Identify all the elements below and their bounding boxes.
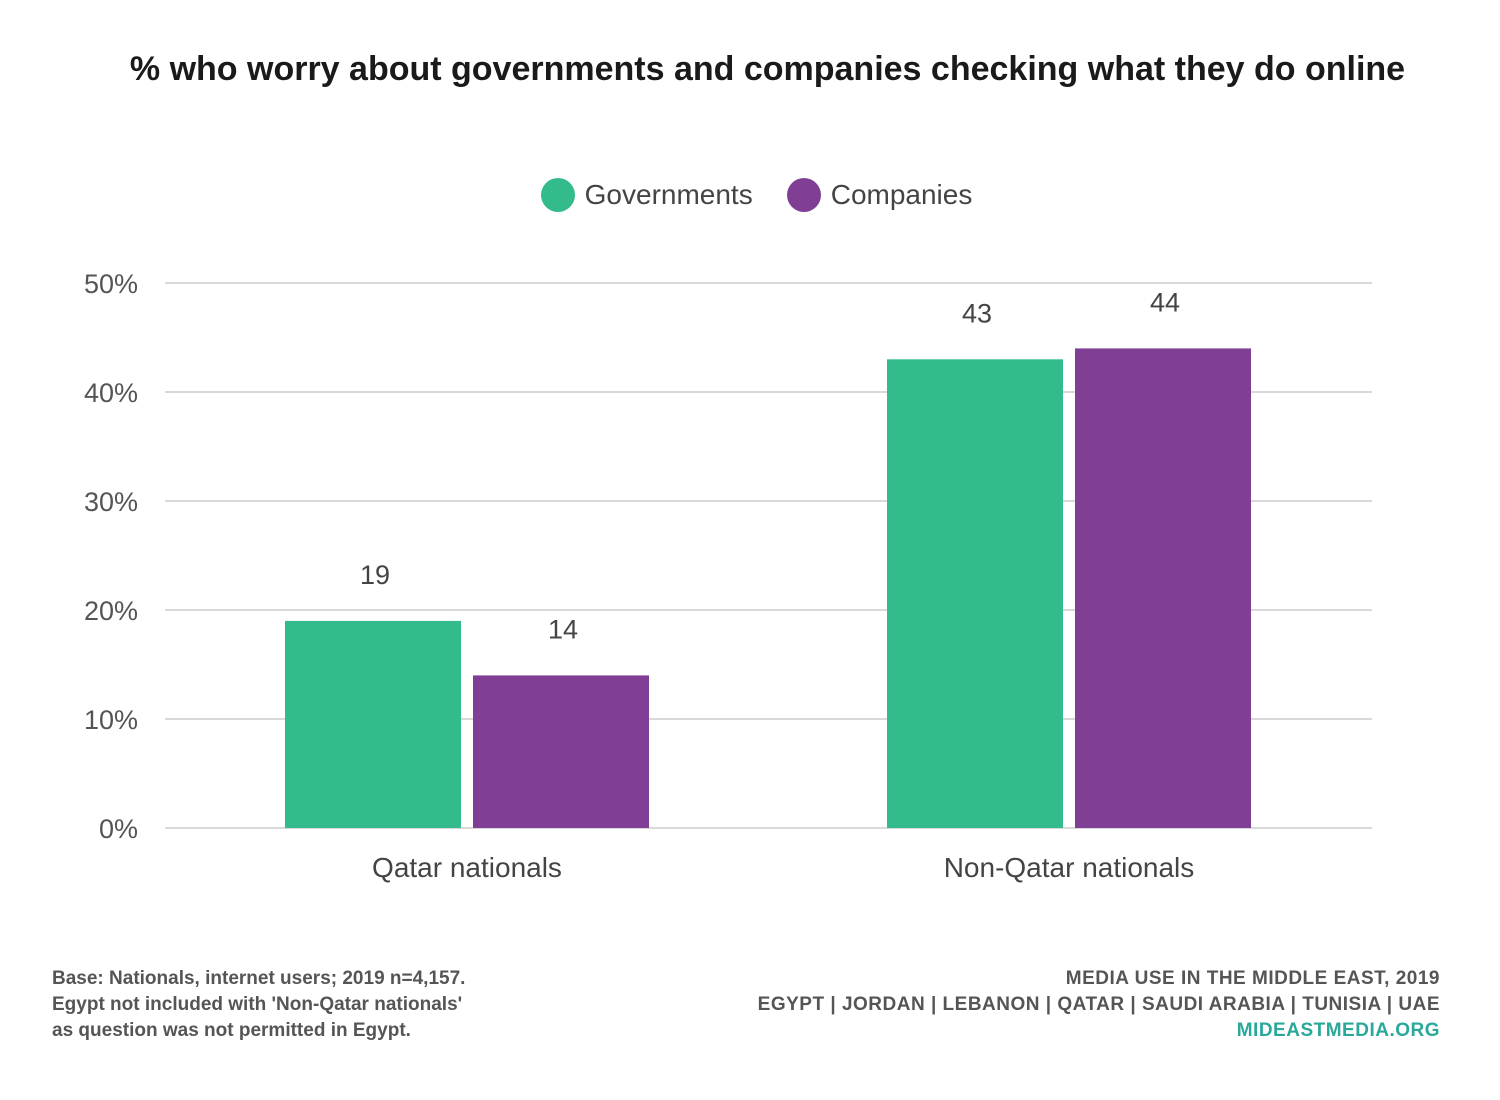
footer-notes: Base: Nationals, internet users; 2019 n=… [52, 966, 465, 1044]
chart-legend: Governments Companies [0, 178, 1500, 212]
legend-swatch-companies [786, 178, 821, 212]
legend-item-governments: Governments [540, 178, 753, 212]
y-tick-label-50: 50% [84, 269, 138, 299]
source-title: MEDIA USE IN THE MIDDLE EAST, 2019 [1065, 968, 1440, 989]
y-tick-label-10: 10% [84, 705, 138, 735]
y-tick-label-20: 20% [84, 596, 138, 626]
source-countries: EGYPT | JORDAN | LEBANON | QATAR | SAUDI… [757, 994, 1440, 1015]
legend-swatch-governments [540, 178, 575, 212]
data-label-governments-0: 19 [360, 560, 390, 590]
footer-note-3: as question was not permitted in Egypt. [52, 1020, 411, 1041]
footer-note-1: Base: Nationals, internet users; 2019 n=… [52, 968, 466, 989]
bar-companies-0 [473, 675, 649, 828]
legend-label-companies: Companies [830, 179, 973, 210]
x-category-label-0: Qatar nationals [372, 852, 562, 883]
y-tick-label-40: 40% [84, 378, 138, 408]
bar-governments-1 [887, 359, 1063, 828]
y-tick-label-0: 0% [99, 814, 138, 844]
x-category-label-1: Non-Qatar nationals [944, 852, 1195, 883]
footer-note-2: Egypt not included with 'Non-Qatar natio… [52, 994, 463, 1015]
y-tick-label-30: 30% [84, 487, 138, 517]
bar-governments-0 [285, 620, 461, 828]
bar-companies-1 [1075, 348, 1251, 828]
data-label-governments-1: 43 [962, 298, 992, 328]
footer-source: MEDIA USE IN THE MIDDLE EAST, 2019 EGYPT… [758, 966, 1440, 1044]
chart-title: % who worry about governments and compan… [129, 50, 1406, 88]
legend-item-companies: Companies [786, 178, 973, 212]
data-label-companies-1: 44 [1150, 287, 1180, 317]
legend-label-governments: Governments [584, 179, 753, 210]
data-label-companies-0: 14 [548, 614, 578, 644]
source-link[interactable]: MIDEASTMEDIA.ORG [1236, 1020, 1440, 1041]
